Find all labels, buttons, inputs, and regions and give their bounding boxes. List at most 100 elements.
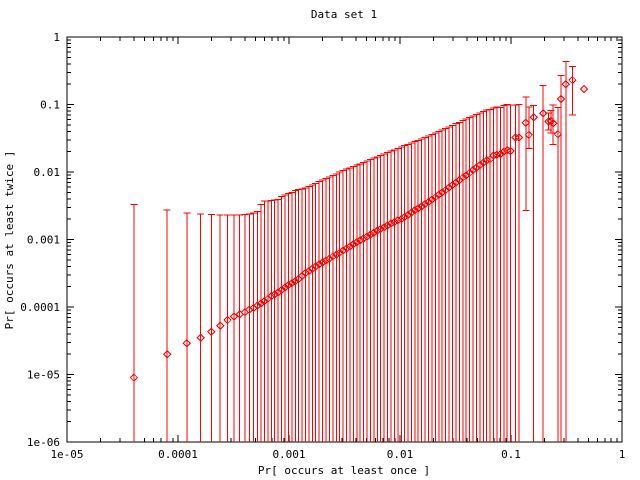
- data-point-marker: [260, 296, 269, 306]
- data-point-center-dot: [465, 174, 467, 176]
- data-point-marker: [270, 289, 279, 299]
- data-point-center-dot: [479, 164, 481, 166]
- data-point-center-dot: [583, 88, 585, 90]
- data-point-center-dot: [277, 291, 279, 293]
- data-point-marker: [437, 188, 447, 197]
- data-point-marker: [277, 285, 286, 294]
- data-point-marker: [424, 197, 433, 207]
- data-point-center-dot: [390, 223, 392, 225]
- data-point-center-dot: [352, 243, 354, 245]
- axis-ticks: [66, 36, 623, 443]
- data-point-marker: [129, 373, 139, 382]
- data-point-center-dot: [542, 112, 544, 114]
- data-point-marker: [373, 226, 382, 236]
- data-point-marker: [345, 242, 355, 251]
- data-point-center-dot: [200, 337, 202, 339]
- data-point-marker: [499, 147, 508, 156]
- data-point-marker: [468, 165, 478, 175]
- data-point-marker: [492, 150, 502, 159]
- data-point-center-dot: [373, 232, 375, 234]
- data-point-center-dot: [253, 307, 255, 309]
- data-point-center-dot: [186, 342, 188, 344]
- data-point-marker: [393, 216, 402, 225]
- data-point-marker: [369, 228, 379, 237]
- data-point-marker: [556, 94, 566, 104]
- data-point-center-dot: [227, 319, 229, 321]
- data-point-center-dot: [503, 151, 505, 153]
- y-axis-label: Pr[ occurs at least twice ]: [3, 151, 16, 330]
- data-point-center-dot: [387, 224, 389, 226]
- data-point-center-dot: [393, 221, 395, 223]
- data-point-marker: [383, 221, 392, 230]
- data-point-center-dot: [281, 289, 283, 291]
- data-point-center-dot: [400, 218, 402, 220]
- data-point-center-dot: [496, 154, 498, 156]
- data-point-center-dot: [332, 255, 334, 257]
- data-point-marker: [482, 155, 491, 165]
- data-point-center-dot: [260, 302, 262, 304]
- data-point-marker: [253, 301, 262, 310]
- data-point-center-dot: [441, 191, 443, 193]
- data-point-marker: [359, 234, 368, 243]
- data-point-center-dot: [557, 133, 559, 135]
- data-point-marker: [403, 210, 413, 220]
- data-point-center-dot: [263, 300, 265, 302]
- data-point-marker: [475, 160, 485, 170]
- data-point-center-dot: [301, 275, 303, 277]
- data-point-marker: [444, 183, 454, 192]
- chart-title: Data set 1: [311, 8, 377, 21]
- data-point-center-dot: [571, 79, 573, 81]
- data-point-center-dot: [328, 258, 330, 260]
- data-point-center-dot: [166, 353, 168, 355]
- data-point-marker: [529, 113, 538, 122]
- data-point-marker: [321, 256, 331, 265]
- data-point-marker: [338, 246, 348, 255]
- data-point-center-dot: [366, 235, 368, 237]
- data-point-marker: [182, 339, 191, 348]
- data-point-center-dot: [287, 284, 289, 286]
- data-point-center-dot: [510, 150, 512, 152]
- data-point-center-dot: [458, 179, 460, 181]
- data-point-marker: [256, 299, 266, 308]
- data-point-marker: [196, 333, 205, 342]
- data-point-marker: [462, 170, 471, 180]
- data-point-center-dot: [284, 286, 286, 288]
- data-point-center-dot: [298, 278, 300, 280]
- data-point-center-dot: [315, 265, 317, 267]
- data-point-marker: [489, 151, 498, 160]
- data-point-center-dot: [376, 230, 378, 232]
- data-point-center-dot: [311, 268, 313, 270]
- y-tick-label: 0.1: [40, 99, 60, 112]
- x-tick-label: 1: [619, 448, 626, 461]
- data-point-center-dot: [239, 313, 241, 315]
- data-point-center-dot: [335, 253, 337, 255]
- data-point-marker: [420, 199, 430, 209]
- data-point-marker: [386, 219, 396, 228]
- data-point-center-dot: [493, 155, 495, 157]
- data-point-center-dot: [431, 199, 433, 201]
- data-point-marker: [376, 224, 385, 234]
- x-tick-label: 1e-05: [50, 448, 83, 461]
- data-point-center-dot: [438, 194, 440, 196]
- data-point-center-dot: [469, 172, 471, 174]
- data-point-center-dot: [305, 272, 307, 274]
- error-bar-series: [129, 61, 589, 442]
- tick-labels: 1e-05 0.0001 0.001 0.01 0.1 11e-061e-050.0001…: [20, 31, 625, 461]
- data-point-center-dot: [404, 216, 406, 218]
- data-point-center-dot: [550, 120, 552, 122]
- data-point-center-dot: [486, 159, 488, 161]
- data-point-center-dot: [448, 186, 450, 188]
- data-point-center-dot: [428, 201, 430, 203]
- data-point-marker: [311, 262, 320, 271]
- data-point-center-dot: [407, 214, 409, 216]
- data-point-center-dot: [274, 293, 276, 295]
- data-point-center-dot: [414, 209, 416, 211]
- data-point-center-dot: [451, 184, 453, 186]
- data-point-center-dot: [533, 116, 535, 118]
- data-point-marker: [458, 173, 468, 182]
- y-tick-label: 1: [53, 31, 60, 44]
- data-point-center-dot: [244, 311, 246, 313]
- data-point-marker: [561, 79, 571, 89]
